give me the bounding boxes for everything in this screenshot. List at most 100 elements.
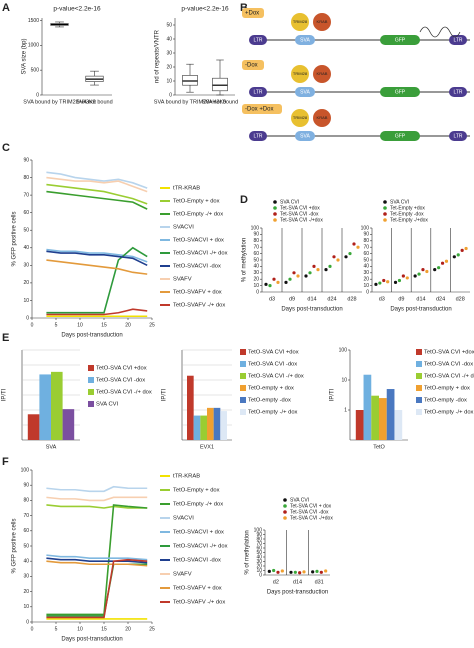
dot	[293, 570, 297, 574]
series-line	[46, 248, 148, 263]
y-tick-label: 1000	[28, 43, 39, 49]
bar	[386, 389, 395, 440]
element-label: LTR	[453, 37, 462, 43]
y-tick-label: 40	[23, 245, 29, 251]
dot	[288, 277, 292, 281]
protein	[313, 65, 331, 83]
legend-label: SVA CVI	[390, 199, 409, 205]
protein-label: TRIM28	[293, 71, 308, 76]
y-tick-label: 50	[256, 550, 262, 556]
element-label: GFP	[395, 133, 406, 139]
legend-swatch	[283, 510, 287, 514]
element-label: GFP	[395, 89, 406, 95]
element	[449, 131, 467, 141]
protein-label: TRIM28	[293, 115, 308, 120]
protein-label: KRAB	[317, 19, 328, 24]
series-line	[46, 554, 148, 561]
dot	[289, 570, 293, 574]
series-line	[46, 485, 148, 493]
element-label: LTR	[453, 89, 462, 95]
dot	[348, 252, 352, 256]
dot	[401, 274, 405, 278]
legend-swatch	[273, 206, 277, 210]
y-tick-label: 0	[259, 572, 262, 578]
dot	[464, 246, 468, 251]
series-line	[46, 504, 148, 616]
transcript	[419, 26, 461, 38]
bar	[371, 395, 379, 440]
element-label: SVA	[300, 37, 310, 43]
panel-label: F	[2, 456, 9, 468]
x-tick-label: d14	[293, 579, 302, 585]
legend-label: TetO-Empty -/+ dox	[173, 502, 223, 508]
chart-title: p-value<2.2e-16	[181, 6, 229, 13]
y-tick-label: 100	[339, 347, 348, 353]
y-tick-label: 20	[363, 277, 369, 283]
element-label: LTR	[253, 133, 262, 139]
legend-swatch	[273, 200, 277, 204]
legend-label: Tet-SVA CVI -/+dox	[280, 217, 323, 223]
legend-swatch	[88, 377, 94, 383]
legend-swatch	[416, 397, 422, 403]
x-tick-label: 25	[149, 626, 155, 632]
y-tick-label: 100	[21, 467, 30, 473]
dot	[312, 264, 316, 268]
construct-diagram: +Dox LTR SVA GFP LTR TRIM28 KRAB -Dox LTR SVA GFP L…	[242, 8, 470, 141]
legend-label: SVACVI	[173, 225, 194, 231]
legend-label: TetO-SVA CVI +dox	[248, 350, 299, 356]
y-tick-label: 30	[166, 50, 172, 56]
dot	[452, 255, 456, 259]
y-tick-label: 0	[366, 289, 369, 295]
legend-label: Tet-SVA CVI + dox	[290, 503, 332, 509]
legend-swatch	[383, 212, 387, 216]
y-tick-label: 0	[169, 92, 172, 98]
bar	[213, 407, 221, 440]
x-tick-label: d3	[269, 296, 275, 302]
y-tick-label: 70	[253, 245, 259, 251]
y-tick-label: 70	[23, 192, 29, 198]
legend-label: TetO-SVA CVI -dox	[424, 362, 473, 368]
legend-label: Tet-SVA CVI -dox	[290, 509, 329, 515]
panel-label: A	[2, 2, 10, 14]
legend-swatch	[240, 397, 246, 403]
y-tick-label: 40	[253, 264, 259, 270]
dot	[332, 255, 336, 259]
series-line	[46, 176, 148, 193]
element-label: LTR	[253, 89, 262, 95]
x-tick-label: 0	[31, 626, 34, 632]
legend-swatch	[273, 212, 277, 216]
x-tick-label: d31	[315, 579, 324, 585]
legend-swatch	[240, 361, 246, 367]
element-label: LTR	[253, 37, 262, 43]
y-axis-label: nd of repeats/VNTR	[155, 29, 161, 83]
y-tick-label: 10	[23, 298, 29, 304]
condition-tag	[242, 60, 264, 70]
y-tick-label: 80	[23, 175, 29, 181]
y-tick-label: 20	[23, 280, 29, 286]
legend-label: TetO-SVAFV + dox	[173, 290, 222, 296]
dot	[298, 571, 302, 575]
x-axis-label: Days post-transduction	[61, 333, 122, 339]
legend-swatch	[416, 409, 422, 415]
series-line	[46, 560, 148, 567]
dot	[296, 274, 300, 278]
legend-label: Tet-SVA CVI +dox	[280, 205, 320, 211]
dot	[433, 268, 437, 272]
bar	[62, 409, 75, 440]
x-axis-label: Days post-transduction	[267, 590, 328, 596]
legend-label: TetO-SVA CVI +dox	[424, 350, 474, 356]
y-tick-label: 20	[256, 563, 262, 569]
dot	[397, 278, 402, 283]
bar	[187, 375, 194, 440]
y-tick-label: 1	[344, 407, 347, 413]
legend-swatch	[283, 504, 287, 508]
legend-swatch	[416, 373, 422, 379]
x-tick-label: 0	[31, 322, 34, 328]
legend-swatch	[283, 498, 287, 502]
legend-label: TetO-empty + dox	[248, 386, 294, 392]
panel-label: C	[2, 142, 10, 154]
x-tick-label: SVA not bound	[76, 99, 112, 105]
legend-label: SVA CVI	[280, 199, 299, 205]
y-tick-label: 60	[23, 210, 29, 216]
y-tick-label: 80	[23, 498, 29, 504]
